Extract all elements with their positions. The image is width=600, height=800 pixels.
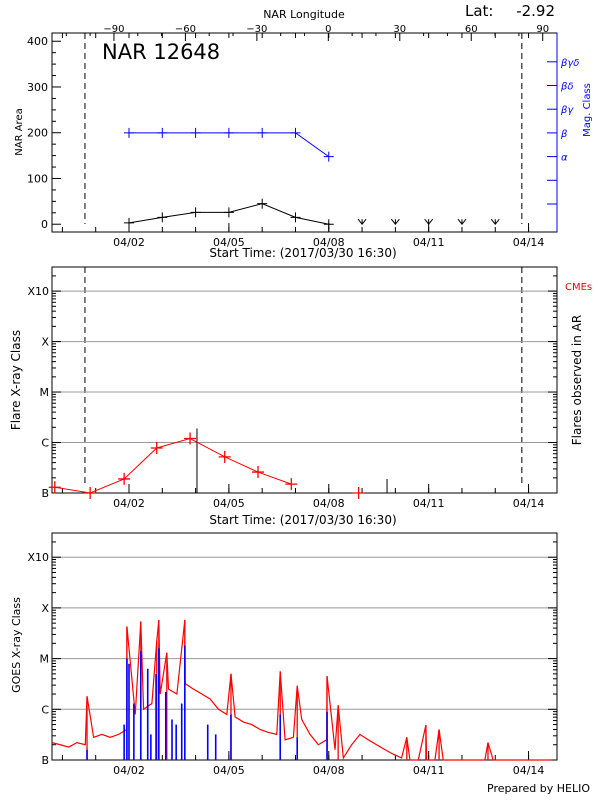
y-tick-label: X10 [27,285,49,298]
no-data-marker [357,218,367,226]
y-tick-label: 0 [41,218,48,231]
x-tick-label: 04/11 [413,764,445,777]
x-tick-label: 04/02 [113,764,145,777]
y-tick-label: 100 [27,172,48,185]
plot-frame-2 [51,532,558,761]
mag-class-point [190,127,201,138]
flare-line [54,437,292,494]
mag-class-tick-label: α [561,153,568,164]
y-tick-label: B [41,487,49,500]
y-tick-label: X [41,336,49,349]
no-data-marker [457,218,467,226]
y-tick-label: 400 [27,35,48,48]
x-tick-label: 04/02 [113,236,145,249]
flares-y2label: Flares observed in AR [570,315,584,445]
mag-class-label: Mag. Class [582,83,593,137]
mag-class-point [123,127,134,138]
no-data-marker [490,218,500,226]
goes-long-channel [51,619,552,761]
region-title: NAR 12648 [102,40,220,64]
lon-tick-label: −30 [246,24,267,35]
x-tick-label: 04/08 [313,764,345,777]
x-tick-label: 04/08 [313,236,345,249]
area-point [257,198,268,209]
flare-point [352,487,365,499]
y-tick-label: 300 [27,81,48,94]
x-tick-label: 04/14 [513,236,545,249]
x-tick-label: 04/08 [313,497,345,510]
x-tick-label: 04/11 [413,236,445,249]
footer-credit: Prepared by HELIO [487,782,590,795]
mag-class-point [323,151,334,162]
no-data-marker [390,218,400,226]
x-tick-label: 04/14 [513,497,545,510]
flare-point [184,432,197,445]
x-tick-label: 04/05 [213,764,245,777]
x-tick-label: 04/02 [113,497,145,510]
nar-xlabel: Start Time: (2017/03/30 16:30) [209,246,396,260]
mag-class-point [157,127,168,138]
lon-tick-label: −90 [103,24,124,35]
mag-class-tick-label: βγδ [560,58,579,69]
area-point [190,207,201,218]
area-point [223,207,234,218]
flare-point [150,441,163,454]
goes-ylabel: GOES X-ray Class [10,597,23,693]
x-tick-label: 04/05 [213,236,245,249]
area-point [123,217,134,228]
mag-class-point [257,127,268,138]
y-tick-label: M [40,386,50,399]
mag-class-point [290,127,301,138]
longitude-axis-title: NAR Longitude [263,8,345,21]
lon-tick-label: 90 [536,24,549,35]
flare-point [285,478,298,491]
flare-point [48,481,61,494]
mag-class-tick-label: βγ [560,105,574,116]
y-tick-label: 200 [27,127,48,140]
x-tick-label: 04/05 [213,497,245,510]
mag-class-tick-label: βδ [560,82,574,93]
y-tick-label: C [41,703,49,716]
flare-point [118,472,131,485]
flare-point [218,450,231,463]
flares-xlabel: Start Time: (2017/03/30 16:30) [209,513,396,527]
lon-tick-label: −60 [175,24,196,35]
lat-value: -2.92 [516,2,555,20]
plot-frame-1 [51,266,558,494]
lon-tick-label: 60 [465,24,478,35]
y-tick-label: X10 [27,551,49,564]
cme-label: CMEs [565,282,592,293]
lon-tick-label: 0 [325,24,331,35]
area-point [323,219,334,230]
y-tick-label: X [41,602,49,615]
flare-point [84,487,97,499]
lon-tick-label: 30 [393,24,406,35]
x-tick-label: 04/11 [413,497,445,510]
y-tick-label: C [41,437,49,450]
y-tick-label: M [40,653,50,666]
mag-class-point [223,127,234,138]
no-data-marker [424,218,434,226]
area-point [157,212,168,223]
nar-ylabel: NAR Area [14,108,25,155]
y-tick-label: B [41,754,49,767]
flare-point [252,466,265,479]
mag-class-tick-label: β [560,129,568,140]
area-point [290,212,301,223]
flares-ylabel: Flare X-ray Class [9,330,23,430]
x-tick-label: 04/14 [513,764,545,777]
lat-label: Lat: [465,2,493,20]
